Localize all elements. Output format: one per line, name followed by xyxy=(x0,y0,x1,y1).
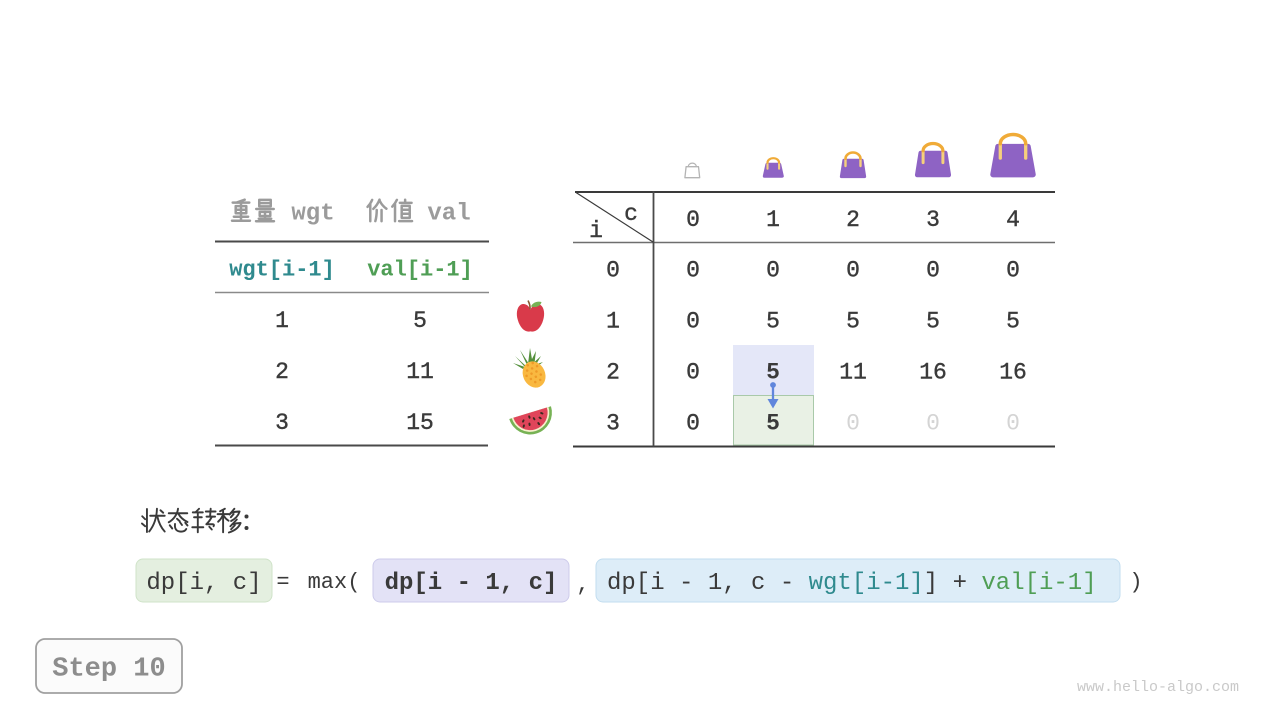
svg-text:16: 16 xyxy=(919,359,947,385)
svg-text:,: , xyxy=(576,573,589,598)
svg-text:0: 0 xyxy=(1006,257,1020,283)
svg-text:Step 10: Step 10 xyxy=(52,654,165,684)
svg-text:0: 0 xyxy=(686,308,700,334)
svg-text:www.hello-algo.com: www.hello-algo.com xyxy=(1077,679,1239,696)
svg-text:dp[i - 1, c -: dp[i - 1, c - xyxy=(607,570,809,597)
svg-text:val[i-1]: val[i-1] xyxy=(367,258,473,283)
svg-text:5: 5 xyxy=(766,410,780,436)
svg-text:val: val xyxy=(427,200,470,227)
svg-text:3: 3 xyxy=(275,410,289,436)
svg-text:0: 0 xyxy=(686,207,700,233)
svg-text:0: 0 xyxy=(846,257,860,283)
svg-text:15: 15 xyxy=(406,410,434,436)
svg-text:1: 1 xyxy=(275,308,289,334)
svg-text:5: 5 xyxy=(1006,308,1020,334)
svg-text:0: 0 xyxy=(686,257,700,283)
svg-text:5: 5 xyxy=(846,308,860,334)
svg-text:11: 11 xyxy=(839,359,867,385)
svg-text:5: 5 xyxy=(413,308,427,334)
svg-text:i: i xyxy=(589,218,603,244)
svg-text:0: 0 xyxy=(846,410,860,436)
svg-text:1: 1 xyxy=(606,308,620,334)
svg-text:val[i-1]: val[i-1] xyxy=(981,570,1096,597)
svg-text:3: 3 xyxy=(926,207,940,233)
svg-text:wgt[i-1]: wgt[i-1] xyxy=(229,258,335,283)
svg-text:] +: ] + xyxy=(924,570,982,597)
svg-text:wgt: wgt xyxy=(291,200,334,227)
svg-text:0: 0 xyxy=(606,257,620,283)
svg-text:1: 1 xyxy=(766,207,780,233)
svg-text:wgt[i-1]: wgt[i-1] xyxy=(809,570,924,597)
svg-text:2: 2 xyxy=(846,207,860,233)
svg-text:5: 5 xyxy=(926,308,940,334)
svg-text:): ) xyxy=(1129,570,1142,595)
svg-text:0: 0 xyxy=(686,410,700,436)
svg-text:4: 4 xyxy=(1006,207,1020,233)
svg-text:5: 5 xyxy=(766,359,780,385)
svg-text:3: 3 xyxy=(606,410,620,436)
svg-text:2: 2 xyxy=(606,359,620,385)
svg-text:0: 0 xyxy=(766,257,780,283)
svg-text:0: 0 xyxy=(926,257,940,283)
svg-text:2: 2 xyxy=(275,359,289,385)
svg-text:0: 0 xyxy=(926,410,940,436)
svg-text:c: c xyxy=(624,201,638,227)
svg-text:5: 5 xyxy=(766,308,780,334)
svg-text:16: 16 xyxy=(999,359,1027,385)
svg-text:max(: max( xyxy=(308,570,361,595)
svg-text:11: 11 xyxy=(406,359,434,385)
svg-text:0: 0 xyxy=(686,359,700,385)
svg-text:=: = xyxy=(276,570,289,595)
svg-text:dp[i, c]: dp[i, c] xyxy=(146,570,261,597)
svg-text:0: 0 xyxy=(1006,410,1020,436)
svg-text:dp[i - 1, c]: dp[i - 1, c] xyxy=(385,570,558,597)
